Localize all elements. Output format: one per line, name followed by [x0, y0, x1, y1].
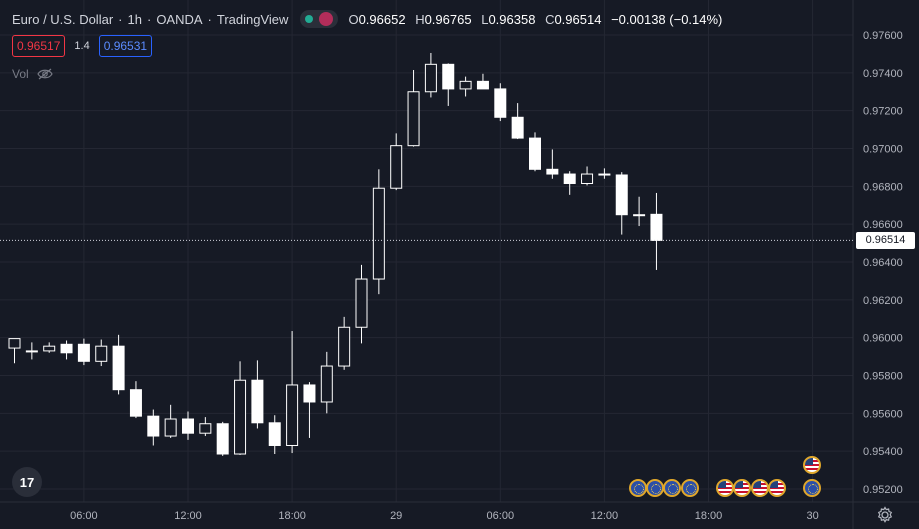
candle-body — [615, 174, 628, 216]
open-value: 0.96652 — [358, 11, 406, 27]
candle-body — [581, 173, 594, 184]
y-tick-label: 0.96800 — [863, 181, 903, 193]
eye-hidden-icon[interactable] — [36, 68, 53, 80]
candle-body — [60, 343, 73, 354]
us-flag-icon[interactable] — [803, 456, 821, 474]
x-tick-label: 18:00 — [695, 510, 723, 522]
candle-body — [390, 145, 403, 189]
y-tick-label: 0.96000 — [863, 333, 903, 345]
low-value: 0.96358 — [488, 11, 536, 27]
candle-body — [182, 418, 194, 434]
x-tick-label: 12:00 — [174, 510, 202, 522]
candle-body — [303, 384, 316, 403]
candle-body — [563, 173, 576, 184]
volume-label: Vol — [12, 67, 29, 81]
candle-body — [216, 423, 229, 455]
interval-label[interactable]: 1h — [127, 11, 142, 27]
candle-body — [338, 326, 351, 367]
exchange-label: OANDA — [156, 11, 203, 27]
candle-body — [407, 91, 420, 147]
candle-body — [424, 63, 437, 93]
candle-body — [546, 168, 559, 175]
data-status-dot-icon — [319, 12, 334, 26]
candle-body — [511, 116, 524, 139]
candle-body — [633, 214, 646, 217]
last-price-label: 0.96514 — [856, 231, 915, 249]
candle-body — [164, 418, 177, 437]
candle-body — [43, 345, 56, 352]
candle-body — [320, 365, 333, 403]
spread-value: 1.4 — [74, 40, 90, 52]
sell-button[interactable]: 0.96517 — [12, 35, 66, 57]
y-tick-label: 0.97600 — [863, 30, 903, 42]
symbol-name[interactable]: Euro / U.S. Dollar — [12, 11, 114, 27]
buy-button[interactable]: 0.96531 — [98, 35, 153, 57]
high-value: 0.96765 — [424, 11, 472, 27]
candle-body — [372, 187, 385, 280]
market-open-dot-icon — [305, 15, 314, 23]
candle-body — [8, 338, 21, 349]
y-tick-label: 0.95200 — [863, 484, 903, 496]
gear-icon[interactable] — [876, 506, 894, 524]
chart-legend: Euro / U.S. Dollar · 1h · OANDA · Tradin… — [12, 10, 728, 28]
x-tick-label: 18:00 — [278, 510, 306, 522]
candle-body — [25, 350, 38, 353]
y-tick-label: 0.96200 — [863, 295, 903, 307]
eu-flag-icon[interactable] — [629, 479, 647, 497]
y-tick-label: 0.97000 — [863, 144, 903, 156]
candle-body — [355, 278, 368, 328]
candle-body — [494, 88, 507, 118]
candle-body — [598, 173, 611, 176]
eu-flag-icon[interactable] — [681, 479, 699, 497]
candle-body — [650, 213, 663, 241]
candle-body — [112, 345, 125, 391]
candle-body — [147, 415, 160, 437]
x-tick-label: 06:00 — [487, 510, 515, 522]
candle-body — [459, 80, 472, 90]
us-flag-icon[interactable] — [768, 479, 786, 497]
change-value: −0.00138 (−0.14%) — [611, 11, 723, 27]
us-flag-icon[interactable] — [716, 479, 734, 497]
tradingview-logo-icon[interactable]: 17 — [12, 467, 42, 497]
eu-flag-icon[interactable] — [803, 479, 821, 497]
x-tick-label: 30 — [806, 510, 818, 522]
eu-flag-icon[interactable] — [663, 479, 681, 497]
y-tick-label: 0.95400 — [863, 446, 903, 458]
market-status-toggle[interactable] — [300, 10, 339, 28]
us-flag-icon[interactable] — [733, 479, 751, 497]
candle-body — [529, 137, 541, 170]
candle-body — [95, 345, 108, 362]
us-flag-icon[interactable] — [751, 479, 769, 497]
candle-body — [268, 422, 281, 446]
candle-body — [251, 379, 264, 424]
candle-body — [199, 423, 212, 434]
candle-body — [129, 389, 142, 417]
quote-row: 0.96517 1.4 0.96531 — [12, 35, 153, 57]
candle-body — [476, 80, 489, 90]
candle-body — [77, 343, 90, 362]
x-tick-label: 29 — [390, 510, 402, 522]
ohlc-values: O0.96652 H0.96765 L0.96358 C0.96514 −0.0… — [348, 11, 723, 27]
candle-body — [286, 384, 299, 446]
eu-flag-icon[interactable] — [646, 479, 664, 497]
y-tick-label: 0.95800 — [863, 371, 903, 383]
volume-indicator[interactable]: Vol — [12, 67, 53, 81]
x-tick-label: 06:00 — [70, 510, 98, 522]
y-tick-label: 0.96400 — [863, 257, 903, 269]
close-value: 0.96514 — [554, 11, 602, 27]
x-tick-label: 12:00 — [591, 510, 619, 522]
y-tick-label: 0.95600 — [863, 408, 903, 420]
y-tick-label: 0.97400 — [863, 68, 903, 80]
candle-body — [234, 379, 247, 455]
candle-body — [442, 63, 455, 90]
y-tick-label: 0.96600 — [863, 219, 903, 231]
y-tick-label: 0.97200 — [863, 106, 903, 118]
platform-label: TradingView — [216, 11, 289, 27]
